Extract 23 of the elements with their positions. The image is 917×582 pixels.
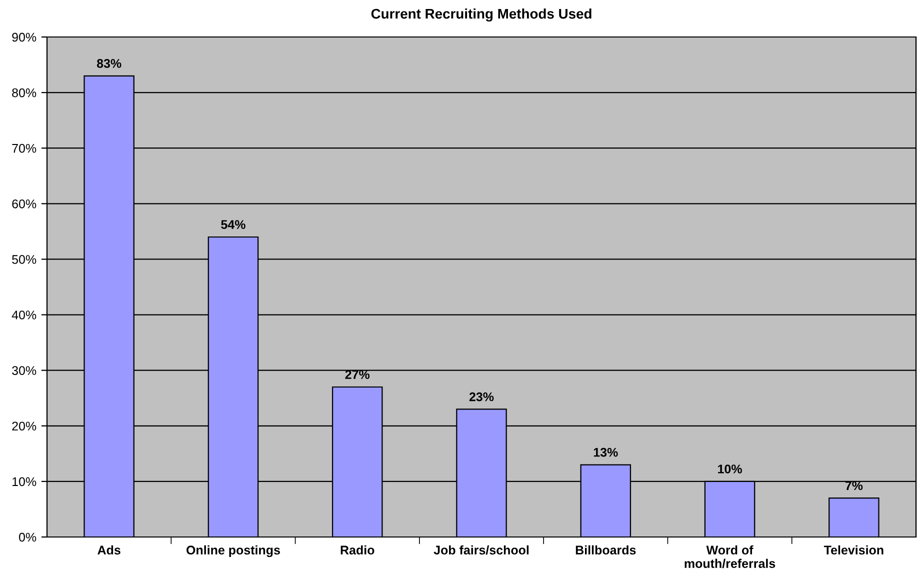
y-tick-label: 80%	[12, 88, 36, 98]
y-tick-label: 70%	[12, 144, 36, 153]
y-tick-label: 40%	[12, 310, 36, 320]
data-label: 23%	[469, 392, 494, 402]
data-label: 13%	[594, 448, 618, 457]
x-tick-label: Television	[824, 545, 884, 555]
x-tick-label: Word of mouth/referrals	[684, 545, 776, 568]
x-tick-label: Billboards	[576, 545, 636, 555]
y-tick-label: 60%	[12, 199, 36, 208]
y-tick-label: 20%	[12, 422, 36, 431]
y-tick-label: 30%	[12, 366, 36, 375]
y-tick-label: 0%	[19, 532, 36, 542]
data-label: 83%	[96, 59, 122, 68]
data-label: 10%	[718, 464, 742, 474]
y-tick-label: 50%	[12, 255, 36, 264]
x-tick-label: Radio	[340, 545, 374, 555]
y-tick-label: 10%	[12, 477, 36, 486]
chart-title: Current Recruiting Methods Used	[371, 8, 592, 22]
data-label: 54%	[221, 220, 246, 229]
y-tick-label: 90%	[12, 32, 36, 42]
x-tick-label: Online postings	[186, 545, 280, 558]
x-tick-label: Ads	[98, 545, 120, 555]
x-tick-label: Job fairs/school	[434, 545, 529, 555]
